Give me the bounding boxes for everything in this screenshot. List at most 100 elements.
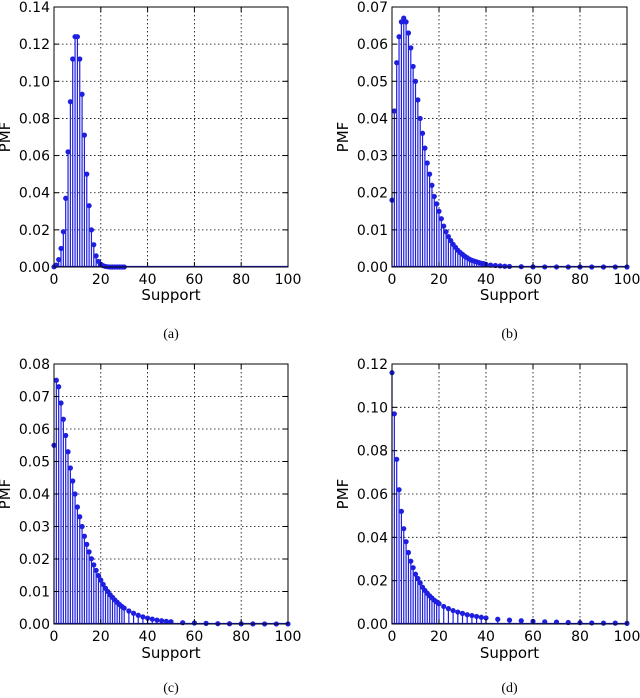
x-tick-label: 80	[571, 272, 589, 288]
x-tick-label: 0	[388, 629, 397, 645]
stem-marker	[58, 400, 64, 406]
x-tick-label: 40	[477, 629, 495, 645]
stem-marker	[135, 612, 141, 618]
y-tick-label: 0.12	[357, 357, 388, 373]
panel-d: 0 20 40 60 80 100 0.00 0.02 0.04 0.06 0.08 0.10 0.12…	[334, 357, 640, 696]
y-tick-label: 0.06	[19, 149, 50, 165]
stem-marker	[412, 571, 419, 577]
panel-b: 0 20 40 60 80 100 0.00 0.01 0.02 0.03 0.04 0.05 0.06…	[334, 0, 640, 342]
stem-marker	[91, 242, 97, 248]
stem-marker	[126, 608, 132, 614]
stem-marker	[401, 15, 407, 21]
x-tick-label: 60	[524, 272, 542, 288]
y-tick-label: 0.01	[19, 585, 50, 601]
x-tick-label: 80	[232, 272, 250, 288]
panel-caption: (d)	[501, 681, 518, 696]
stem-marker	[403, 539, 409, 545]
x-tick-label: 80	[232, 629, 250, 645]
x-tick-label: 20	[430, 629, 448, 645]
x-axis-label: Support	[480, 286, 539, 304]
y-tick-label: 0.02	[19, 223, 50, 239]
stem-marker	[391, 108, 397, 114]
x-axis-label: Support	[141, 644, 200, 662]
y-tick-label: 0.00	[357, 617, 388, 633]
y-tick-label: 0.06	[357, 487, 388, 503]
stem-marker	[77, 56, 83, 62]
panel-caption: (c)	[163, 681, 179, 696]
stem-marker	[431, 193, 437, 200]
stem-marker	[74, 34, 80, 40]
stem-marker	[419, 130, 426, 136]
x-axis-label: Support	[141, 286, 200, 304]
stem-marker	[417, 115, 423, 122]
y-tick-label: 0.00	[357, 260, 388, 276]
x-axis-label: Support	[480, 644, 539, 662]
stem-marker	[391, 411, 397, 417]
x-tick-label: 0	[50, 629, 59, 645]
x-tick-label: 0	[50, 272, 59, 288]
y-tick-label: 0.03	[19, 520, 50, 536]
stem-marker	[65, 449, 71, 455]
stem-marker	[518, 618, 524, 624]
stem-marker	[70, 478, 76, 484]
stem-marker	[410, 63, 416, 70]
y-tick-label: 0.05	[357, 74, 388, 90]
stem-marker	[497, 263, 503, 269]
stem-marker	[464, 612, 470, 618]
stem-marker	[450, 607, 456, 614]
stem-marker	[81, 533, 88, 539]
x-tick-label: 0	[388, 272, 397, 288]
panel-caption: (b)	[501, 327, 518, 342]
y-axis-label: PMF	[334, 479, 352, 510]
stem-marker	[121, 605, 127, 611]
stem-marker	[56, 384, 62, 390]
stem-marker	[98, 577, 104, 583]
stem-marker	[410, 565, 416, 571]
stem-marker	[86, 549, 92, 555]
stem-marker	[448, 238, 454, 244]
y-tick-label: 0.05	[19, 455, 50, 471]
stem-marker	[84, 171, 90, 177]
x-tick-label: 80	[571, 629, 589, 645]
stem-marker	[95, 572, 102, 579]
stem-marker	[443, 229, 449, 235]
stem-marker	[77, 514, 83, 520]
stem-marker	[60, 229, 66, 235]
x-tick-label: 100	[614, 272, 640, 288]
y-tick-label: 0.02	[357, 186, 388, 202]
y-tick-label: 0.04	[357, 111, 388, 127]
stem-marker	[422, 145, 428, 151]
x-tick-label: 100	[275, 629, 302, 645]
stem-marker	[67, 465, 73, 471]
stem-marker	[145, 615, 151, 621]
x-tick-label: 20	[92, 272, 110, 288]
stem-marker	[394, 456, 400, 462]
panel-caption: (a)	[163, 327, 179, 342]
stem-marker	[93, 253, 99, 259]
y-tick-label: 0.08	[357, 444, 388, 460]
y-tick-label: 0.06	[19, 422, 50, 438]
stem-marker	[405, 30, 412, 36]
y-tick-label: 0.04	[19, 487, 50, 503]
stem-marker	[408, 558, 414, 564]
stem-marker	[86, 203, 92, 209]
stem-marker	[495, 616, 501, 622]
stem-marker	[74, 504, 80, 510]
stem-marker	[415, 97, 421, 103]
stem-marker	[130, 610, 137, 616]
stem-marker	[79, 523, 85, 530]
stem-marker	[506, 617, 513, 623]
x-tick-label: 60	[524, 629, 542, 645]
x-tick-label: 60	[185, 272, 203, 288]
stem-marker	[459, 610, 466, 616]
stem-marker	[398, 508, 404, 514]
stem-marker	[140, 614, 146, 620]
stem-marker	[79, 91, 85, 97]
y-tick-label: 0.00	[19, 260, 50, 276]
stem-marker	[396, 487, 402, 493]
stem-marker	[100, 581, 106, 587]
stem-marker	[408, 45, 414, 51]
stem-marker	[53, 377, 59, 383]
panel-a: 0 20 40 60 80 100 0.00 0.02 0.04 0.06 0.08 0.10 0.12…	[0, 0, 301, 342]
y-tick-label: 0.04	[357, 530, 388, 546]
